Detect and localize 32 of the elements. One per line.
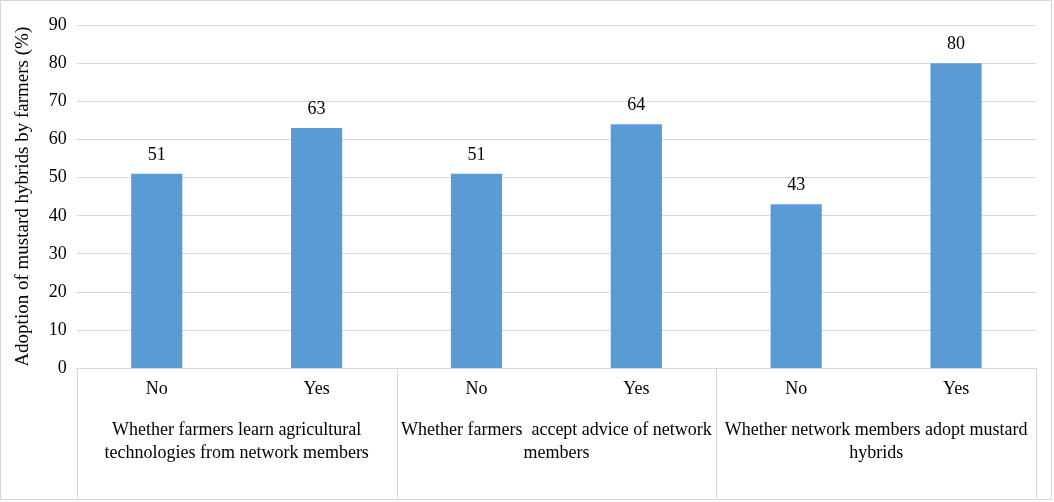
y-tick-label: 70 — [48, 90, 67, 111]
y-axis-title: Adoption of mustard hybrids by farmers (%) — [11, 26, 34, 367]
x-tick-label: No — [145, 377, 168, 398]
x-tick-label: No — [785, 377, 808, 398]
text: Whether farmers learn agricultural technologies from network members — [104, 419, 369, 463]
data-label: 51 — [467, 143, 486, 164]
bar — [610, 124, 662, 368]
bar — [930, 63, 982, 368]
data-label: 43 — [787, 174, 806, 195]
y-tick-label: 60 — [48, 128, 67, 149]
y-tick-label: 30 — [48, 242, 67, 263]
y-tick-label: 50 — [48, 166, 67, 187]
y-tick-label: 0 — [57, 357, 67, 378]
bar — [131, 173, 183, 368]
x-tick-label: Yes — [623, 377, 650, 398]
x-tick-label: No — [465, 377, 488, 398]
bar — [770, 204, 822, 368]
text: Whether farmers accept advice of network members — [400, 419, 712, 463]
text: Whether network members adopt mustard hybrids — [724, 419, 1028, 463]
y-tick-label: 20 — [48, 280, 67, 301]
bar — [291, 128, 343, 368]
y-tick-label: 10 — [48, 318, 67, 339]
data-label: 80 — [947, 32, 966, 53]
y-tick-label: 80 — [48, 51, 67, 72]
bar — [450, 173, 503, 368]
y-tick-label: 90 — [48, 13, 67, 34]
data-label: 63 — [307, 97, 326, 118]
y-tick-label: 40 — [48, 204, 67, 225]
data-label: 64 — [627, 93, 646, 114]
x-tick-label: Yes — [303, 377, 330, 398]
x-tick-label: Yes — [942, 377, 970, 398]
data-label: 51 — [147, 143, 166, 164]
